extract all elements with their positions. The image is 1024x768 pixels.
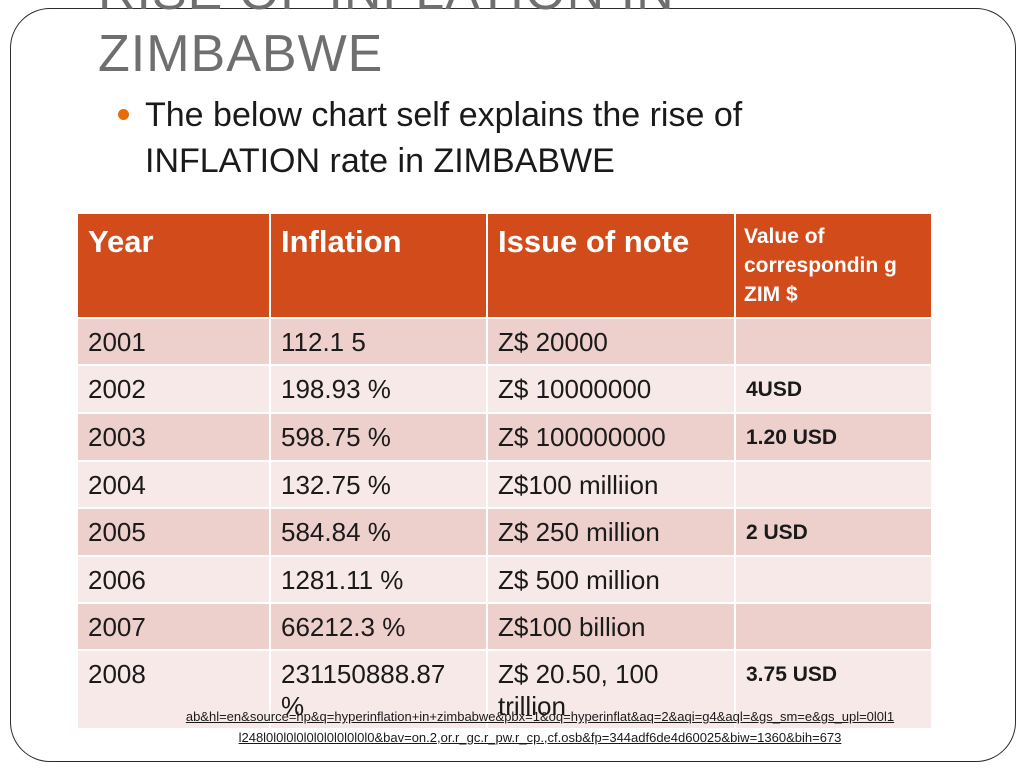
bullet-text: The below chart self explains the rise o… [145, 96, 743, 180]
table-row: 2006 1281.11 % Z$ 500 million [76, 555, 933, 604]
cell-year: 2008 [76, 649, 271, 730]
slide-title-cut: RISE OF INFLATION IN [98, 0, 675, 22]
source-link-line2[interactable]: l248l0l0l0l0l0l0l0l0l0l0l0&bav=on.2,or.r… [238, 730, 842, 745]
table-row: 2002 198.93 % Z$ 10000000 4USD [76, 364, 933, 414]
table-row: 2001 112.1 5 Z$ 20000 [76, 317, 933, 366]
cell-value [734, 555, 933, 604]
bullet-dot-icon [118, 109, 129, 120]
cell-year: 2002 [76, 364, 271, 414]
header-issue-of-note: Issue of note [486, 212, 736, 319]
table-row: 2008 231150888.87 % Z$ 20.50, 100 trilli… [76, 649, 933, 730]
inflation-table: Year Inflation Issue of note Value of co… [76, 212, 933, 730]
cell-note: Z$ 500 million [486, 555, 736, 604]
cell-year: 2006 [76, 555, 271, 604]
header-inflation: Inflation [269, 212, 488, 319]
table-header-row: Year Inflation Issue of note Value of co… [76, 212, 933, 319]
cell-note: Z$ 250 million [486, 507, 736, 557]
cell-value [734, 317, 933, 366]
cell-inflation: 198.93 % [269, 364, 488, 414]
slide-title: ZIMBABWE [98, 25, 384, 83]
cell-note: Z$ 100000000 [486, 412, 736, 462]
cell-value: 2 USD [734, 507, 933, 557]
cell-note: Z$ 20.50, 100 trillion [486, 649, 736, 730]
cell-note: Z$ 10000000 [486, 364, 736, 414]
table-row: 2005 584.84 % Z$ 250 million 2 USD [76, 507, 933, 557]
cell-value: 4USD [734, 364, 933, 414]
cell-inflation: 598.75 % [269, 412, 488, 462]
cell-year: 2004 [76, 460, 271, 509]
cell-inflation: 584.84 % [269, 507, 488, 557]
cell-value: 3.75 USD [734, 649, 933, 730]
cell-year: 2003 [76, 412, 271, 462]
cell-note: Z$ 20000 [486, 317, 736, 366]
table-row: 2004 132.75 % Z$100 milliion [76, 460, 933, 509]
cell-inflation: 132.75 % [269, 460, 488, 509]
header-value: Value of correspondin g ZIM $ [734, 212, 933, 319]
source-link-line1[interactable]: ab&hl=en&source=hp&q=hyperinflation+in+z… [185, 709, 895, 724]
source-link[interactable]: ab&hl=en&source=hp&q=hyperinflation+in+z… [100, 706, 980, 748]
slide-frame [10, 8, 1016, 762]
table-row: 2007 66212.3 % Z$100 billion [76, 602, 933, 651]
cell-value [734, 602, 933, 651]
cell-year: 2005 [76, 507, 271, 557]
cell-inflation: 231150888.87 % [269, 649, 488, 730]
cell-value [734, 460, 933, 509]
cell-inflation: 66212.3 % [269, 602, 488, 651]
cell-value: 1.20 USD [734, 412, 933, 462]
cell-year: 2001 [76, 317, 271, 366]
cell-inflation: 1281.11 % [269, 555, 488, 604]
cell-note: Z$100 milliion [486, 460, 736, 509]
header-year: Year [76, 212, 271, 319]
cell-year: 2007 [76, 602, 271, 651]
cell-inflation: 112.1 5 [269, 317, 488, 366]
cell-note: Z$100 billion [486, 602, 736, 651]
table-row: 2003 598.75 % Z$ 100000000 1.20 USD [76, 412, 933, 462]
